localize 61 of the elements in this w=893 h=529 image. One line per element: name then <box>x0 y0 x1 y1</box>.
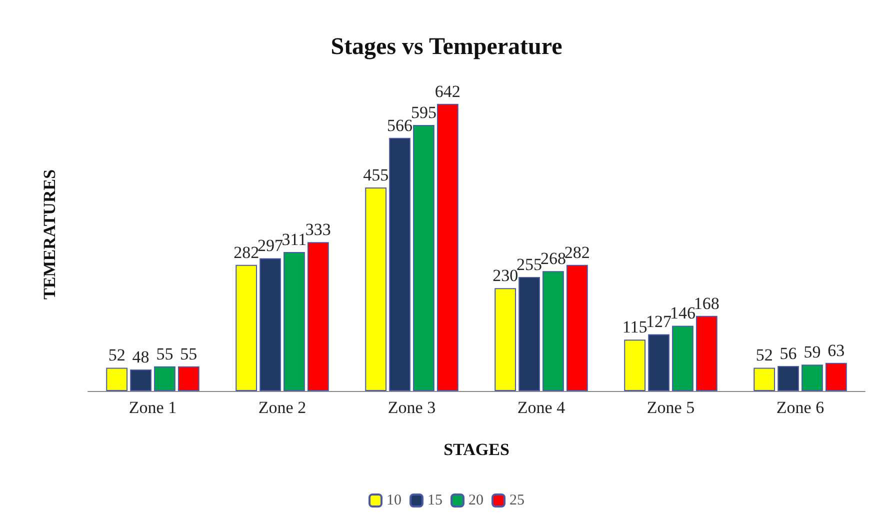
chart-title: Stages vs Temperature <box>330 34 563 60</box>
bar <box>566 264 588 391</box>
bar <box>154 366 176 391</box>
bar <box>696 316 718 391</box>
data-label: 230 <box>492 266 518 286</box>
bar <box>648 334 670 391</box>
data-label: 297 <box>258 236 284 256</box>
bar <box>518 276 540 391</box>
bar <box>754 368 776 391</box>
data-label: 48 <box>132 348 150 367</box>
bar <box>106 368 128 391</box>
bar <box>778 366 799 391</box>
data-label: 146 <box>670 304 696 323</box>
data-label: 642 <box>434 82 460 101</box>
x-tick-label: Zone 5 <box>646 398 695 417</box>
y-axis-title: TEMERATURES <box>40 169 59 300</box>
data-label: 311 <box>282 230 307 249</box>
bar <box>436 104 458 391</box>
x-tick-label: Zone 6 <box>776 398 824 417</box>
legend-label: 10 <box>386 492 402 508</box>
data-label: 282 <box>234 242 260 262</box>
data-label: 455 <box>363 166 389 185</box>
bar <box>672 326 694 391</box>
data-label: 56 <box>780 344 797 363</box>
data-label: 115 <box>622 318 648 337</box>
x-tick-label: Zone 2 <box>258 398 306 417</box>
data-label: 282 <box>564 242 590 262</box>
legend-label: 15 <box>428 492 442 508</box>
bar <box>542 271 564 391</box>
x-axis-title: STAGES <box>444 440 510 459</box>
bar <box>236 264 258 391</box>
x-tick-label: Zone 4 <box>517 398 566 417</box>
bar <box>494 288 516 391</box>
legend-label: 20 <box>468 492 484 508</box>
x-tick-label: Zone 1 <box>128 398 177 417</box>
data-label: 55 <box>156 344 174 364</box>
data-label: 168 <box>694 294 720 313</box>
bar <box>365 188 387 391</box>
data-label: 566 <box>387 116 413 135</box>
data-label: 333 <box>305 220 331 240</box>
bar <box>825 362 847 391</box>
data-label: 59 <box>804 342 821 362</box>
bar <box>389 138 410 391</box>
data-label: 268 <box>540 249 566 268</box>
bar <box>284 252 305 391</box>
data-label: 63 <box>828 340 845 360</box>
bar <box>307 242 329 391</box>
bar <box>130 370 152 391</box>
data-label: 52 <box>756 346 773 365</box>
bar <box>260 258 281 391</box>
bar <box>802 364 823 391</box>
legend-label: 25 <box>510 492 524 508</box>
x-tick-label: Zone 3 <box>388 398 436 417</box>
bar <box>178 366 200 391</box>
data-label: 52 <box>108 346 126 365</box>
bar <box>624 340 646 391</box>
data-label: 127 <box>646 312 672 332</box>
data-label: 595 <box>410 102 436 122</box>
data-label: 255 <box>516 254 542 274</box>
data-label: 55 <box>180 344 198 364</box>
bar <box>413 124 434 391</box>
